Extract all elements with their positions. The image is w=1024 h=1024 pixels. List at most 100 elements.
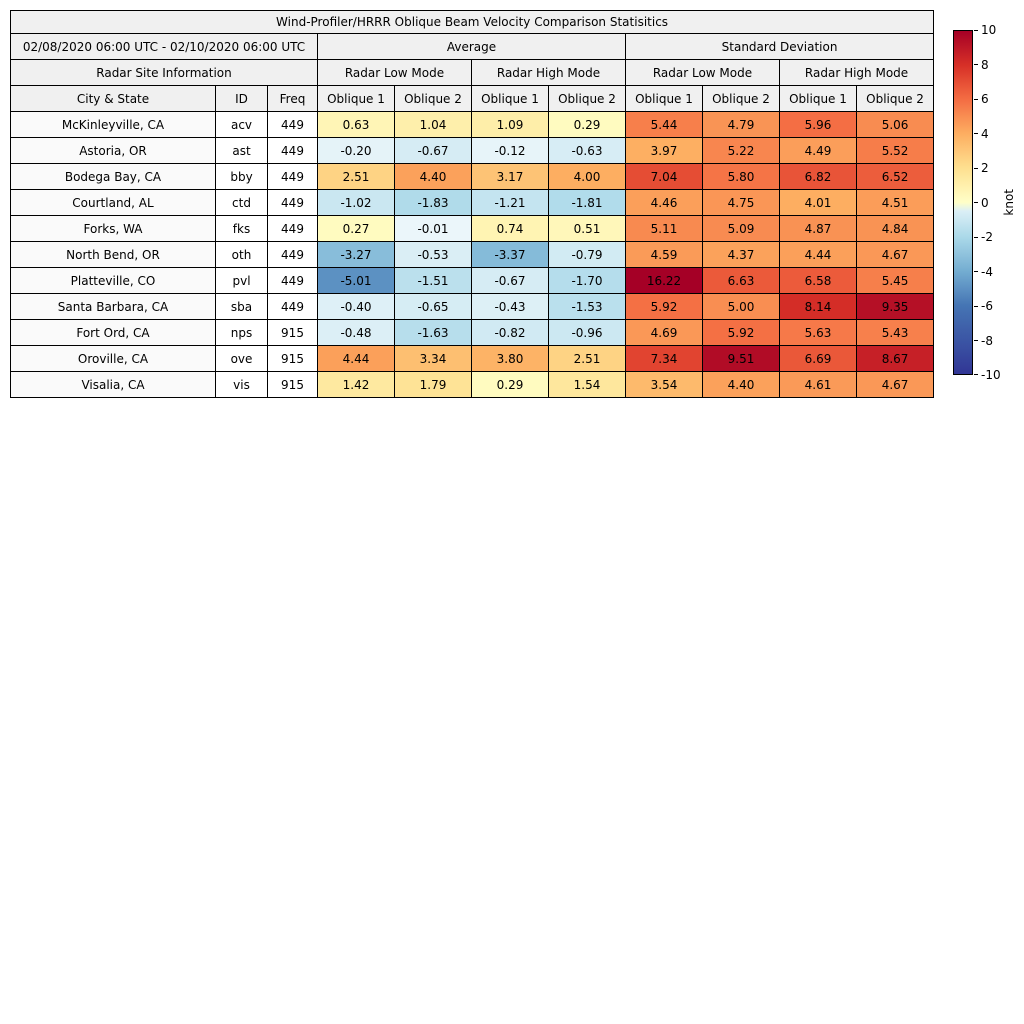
site-id-cell: acv xyxy=(215,111,268,138)
value-cell: 7.34 xyxy=(625,345,703,372)
value-cell: -0.48 xyxy=(317,319,395,346)
city-cell: Fort Ord, CA xyxy=(10,319,216,346)
value-cell: 0.29 xyxy=(548,111,626,138)
value-cell: -1.83 xyxy=(394,189,472,216)
site-id-cell: nps xyxy=(215,319,268,346)
mode-header-avg-high: Radar High Mode xyxy=(471,59,626,86)
table-row: Courtland, AL ctd 449 -1.02 -1.83 -1.21 -1.81 4… xyxy=(10,189,935,216)
value-cell: -0.63 xyxy=(548,137,626,164)
city-cell: Forks, WA xyxy=(10,215,216,242)
table-row: Oroville, CA ove 915 4.44 3.34 3.80 2.51 7.34 9.… xyxy=(10,345,935,372)
colorbar-tick-label: -6 xyxy=(981,299,993,313)
colorbar-tick-label: -8 xyxy=(981,333,993,348)
city-cell: Oroville, CA xyxy=(10,345,216,372)
value-cell: -0.12 xyxy=(471,137,549,164)
value-cell: 9.35 xyxy=(855,293,935,320)
colorbar-tick-label: -2 xyxy=(981,230,993,244)
table-row: Platteville, CO pvl 449 -5.01 -1.51 -0.67 -1.7… xyxy=(10,267,935,294)
freq-cell: 449 xyxy=(267,163,318,190)
value-cell: 4.46 xyxy=(625,189,703,216)
value-cell: 4.44 xyxy=(317,345,395,372)
city-cell: McKinleyville, CA xyxy=(10,111,216,138)
value-cell: 5.11 xyxy=(625,215,703,242)
stats-table: Wind-Profiler/HRRR Oblique Beam Velocity… xyxy=(9,10,935,398)
freq-cell: 449 xyxy=(267,241,318,268)
value-cell: 4.69 xyxy=(625,319,703,346)
value-cell: -3.27 xyxy=(317,241,395,268)
colorbar-tick xyxy=(974,305,978,307)
mode-header-row: Radar Site Information Radar Low Mode Ra… xyxy=(10,59,935,86)
table-row: Santa Barbara, CA sba 449 -0.40 -0.65 -0.43 -1… xyxy=(10,293,935,320)
colorbar-tick xyxy=(974,167,978,169)
site-id-cell: bby xyxy=(215,163,268,190)
col-header-oblique: Oblique 2 xyxy=(855,85,935,112)
value-cell: -1.02 xyxy=(317,189,395,216)
colorbar-tick xyxy=(974,374,978,375)
value-cell: 5.63 xyxy=(779,319,857,346)
value-cell: 4.37 xyxy=(702,241,780,268)
value-cell: 4.40 xyxy=(394,163,472,190)
city-cell: Astoria, OR xyxy=(10,137,216,164)
value-cell: 3.34 xyxy=(394,345,472,372)
value-cell: 7.04 xyxy=(625,163,703,190)
value-cell: -0.67 xyxy=(394,137,472,164)
value-cell: 16.22 xyxy=(625,267,703,294)
col-header-oblique: Oblique 1 xyxy=(625,85,703,112)
value-cell: 4.75 xyxy=(702,189,780,216)
value-cell: 0.63 xyxy=(317,111,395,138)
value-cell: -1.51 xyxy=(394,267,472,294)
value-cell: 4.67 xyxy=(855,371,935,398)
value-cell: 1.04 xyxy=(394,111,472,138)
freq-cell: 915 xyxy=(267,319,318,346)
value-cell: 4.00 xyxy=(548,163,626,190)
column-header-row: City & State ID Freq Oblique 1 Oblique 2… xyxy=(10,85,935,112)
col-header-oblique: Oblique 2 xyxy=(394,85,472,112)
colorbar-tick-label: -4 xyxy=(981,264,993,279)
city-cell: Santa Barbara, CA xyxy=(10,293,216,320)
value-cell: 0.29 xyxy=(471,371,549,398)
value-cell: 5.92 xyxy=(702,319,780,346)
date-range: 02/08/2020 06:00 UTC - 02/10/2020 06:00 … xyxy=(10,33,318,60)
table-row: Astoria, OR ast 449 -0.20 -0.67 -0.12 -0.63 3.9… xyxy=(10,137,935,164)
value-cell: 9.51 xyxy=(702,345,780,372)
value-cell: -0.79 xyxy=(548,241,626,268)
chart-title: Wind-Profiler/HRRR Oblique Beam Velocity… xyxy=(9,10,935,34)
colorbar-tick-label: -10 xyxy=(981,368,1001,382)
group-header-stddev: Standard Deviation xyxy=(624,33,935,60)
value-cell: 6.58 xyxy=(779,267,857,294)
city-cell: North Bend, OR xyxy=(10,241,216,268)
value-cell: 0.51 xyxy=(548,215,626,242)
col-header-oblique: Oblique 1 xyxy=(317,85,395,112)
freq-cell: 915 xyxy=(267,371,318,398)
value-cell: 5.00 xyxy=(702,293,780,320)
value-cell: -0.53 xyxy=(394,241,472,268)
site-id-cell: oth xyxy=(215,241,268,268)
value-cell: 5.43 xyxy=(855,319,935,346)
col-header-oblique: Oblique 1 xyxy=(471,85,549,112)
value-cell: 5.44 xyxy=(625,111,703,138)
value-cell: 5.92 xyxy=(625,293,703,320)
value-cell: 8.14 xyxy=(779,293,857,320)
value-cell: -0.82 xyxy=(471,319,549,346)
city-cell: Courtland, AL xyxy=(10,189,216,216)
value-cell: 4.61 xyxy=(779,371,857,398)
freq-cell: 449 xyxy=(267,189,318,216)
mode-header-std-low: Radar Low Mode xyxy=(625,59,780,86)
colorbar-tick xyxy=(974,340,978,341)
site-info-header: Radar Site Information xyxy=(10,59,318,86)
col-header-city: City & State xyxy=(10,85,216,112)
value-cell: 6.52 xyxy=(855,163,935,190)
value-cell: -5.01 xyxy=(317,267,395,294)
colorbar-tick-label: 2 xyxy=(981,161,989,175)
mode-header-std-high: Radar High Mode xyxy=(778,59,935,86)
site-id-cell: pvl xyxy=(215,267,268,294)
table-body: McKinleyville, CA acv 449 0.63 1.04 1.09 0.29 5… xyxy=(10,111,935,398)
value-cell: -0.20 xyxy=(317,137,395,164)
value-cell: 8.67 xyxy=(855,345,935,372)
value-cell: -0.40 xyxy=(317,293,395,320)
value-cell: 6.63 xyxy=(702,267,780,294)
value-cell: 4.67 xyxy=(855,241,935,268)
value-cell: 5.45 xyxy=(855,267,935,294)
freq-cell: 449 xyxy=(267,215,318,242)
